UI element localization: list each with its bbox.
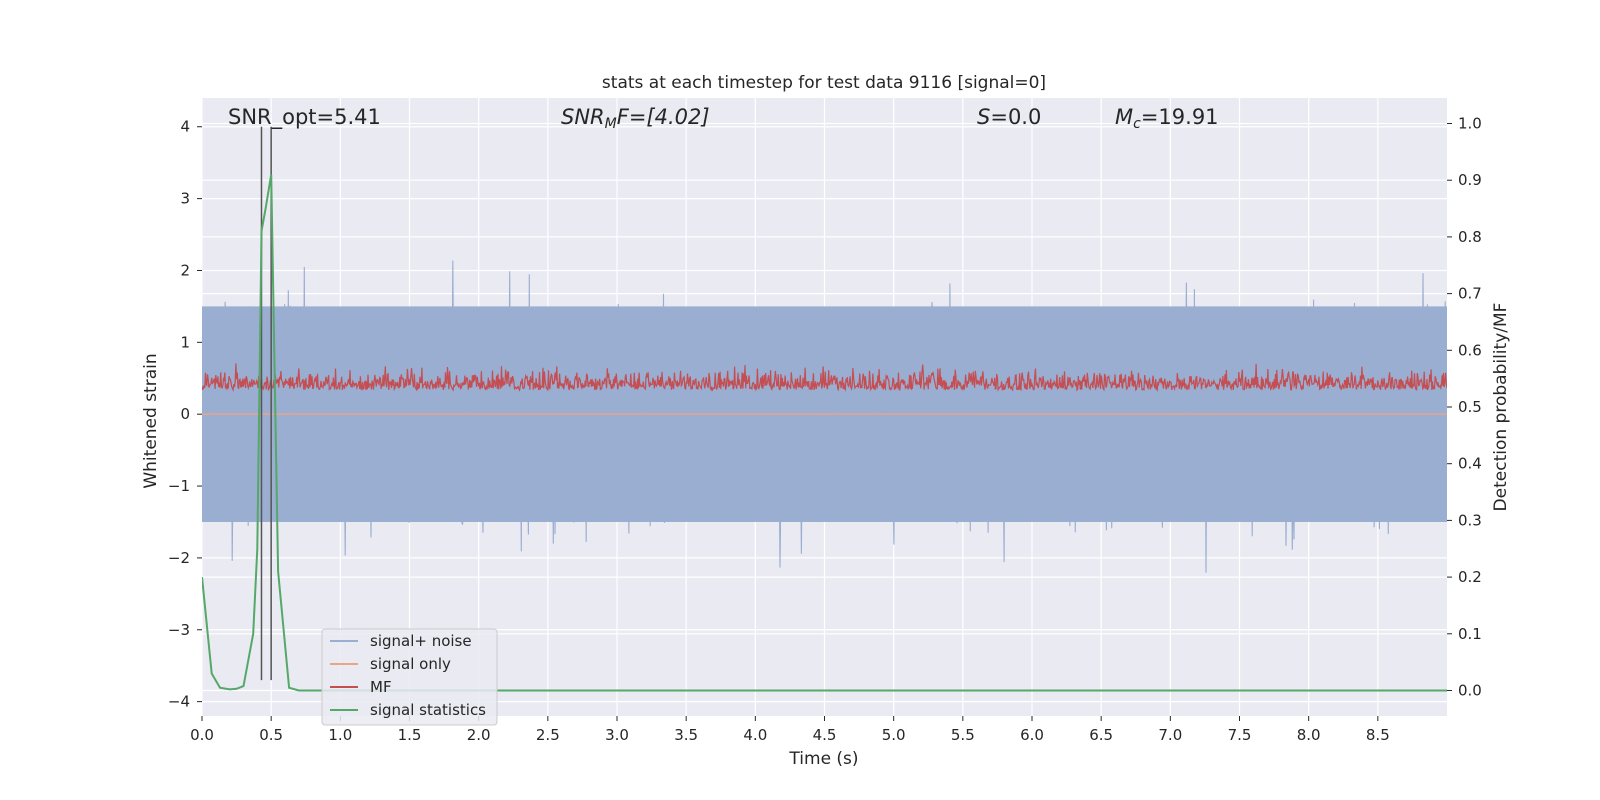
x-tick-label: 3.0 xyxy=(605,726,629,744)
y-right-tick-label: 0.5 xyxy=(1458,398,1482,416)
y-tick-label: 4 xyxy=(180,118,190,136)
annotation-s: S=0.0 xyxy=(977,105,1041,129)
y-right-tick-label: 0.1 xyxy=(1458,625,1482,643)
y-ticks-right: 1.0 0.9 0.8 0.7 0.6 0.5 0.4 0.3 0.2 0.1 0.0 xyxy=(1447,115,1482,699)
y-right-tick-label: 0.9 xyxy=(1458,171,1482,189)
legend-label-mf: MF xyxy=(370,678,392,696)
annotation-mc-symbol: M xyxy=(1115,105,1133,129)
x-tick-label: 4.0 xyxy=(743,726,767,744)
legend: signal+ noise signal only MF signal stat… xyxy=(321,628,498,726)
x-tick-label: 0.5 xyxy=(259,726,283,744)
y-right-tick-label: 0.4 xyxy=(1458,455,1482,473)
y-right-tick-label: 0.7 xyxy=(1458,285,1482,303)
signal-statistics-line xyxy=(202,174,1447,692)
y-tick-label: 3 xyxy=(180,190,190,208)
x-tick-label: 1.0 xyxy=(328,726,352,744)
y-tick-label: −4 xyxy=(168,693,190,711)
x-tick-label: 5.5 xyxy=(951,726,975,744)
annotation-s-rest: =0.0 xyxy=(990,105,1041,129)
y-ticks: 4 3 2 1 0 −1 −2 −3 −4 xyxy=(168,118,202,711)
y-tick-label: 0 xyxy=(180,405,190,423)
y-tick-label: −1 xyxy=(168,477,190,495)
y-axis-right-label: Detection probability/MF xyxy=(1491,303,1511,512)
legend-label-signal-noise: signal+ noise xyxy=(370,632,472,650)
y-tick-label: −3 xyxy=(168,621,190,639)
x-tick-label: 7.0 xyxy=(1158,726,1182,744)
y-right-tick-label: 0.2 xyxy=(1458,568,1482,586)
x-tick-label: 4.5 xyxy=(813,726,837,744)
x-tick-label: 7.5 xyxy=(1228,726,1252,744)
y-tick-label: 1 xyxy=(180,333,190,351)
annotation-mc: Mc=19.91 xyxy=(1115,105,1219,132)
x-tick-label: 6.0 xyxy=(1020,726,1044,744)
chart-title: stats at each timestep for test data 911… xyxy=(602,73,1046,93)
x-tick-label: 2.0 xyxy=(467,726,491,744)
x-tick-label: 8.0 xyxy=(1297,726,1321,744)
x-ticks: 0.0 0.5 1.0 1.5 2.0 2.5 3.0 3.5 4.0 4.5 5.0 5.5 6.0 6… xyxy=(190,716,1390,744)
annotation-s-symbol: S xyxy=(977,105,990,129)
annotation-snr-mf: SNRMF=[4.02] xyxy=(561,105,710,132)
x-tick-label: 6.5 xyxy=(1089,726,1113,744)
y-axis-label: Whitened strain xyxy=(141,353,161,488)
annotation-snr-mf-symbol: SNR xyxy=(561,105,605,129)
y-right-tick-label: 0.0 xyxy=(1458,681,1482,699)
x-tick-label: 5.0 xyxy=(882,726,906,744)
x-axis-label: Time (s) xyxy=(788,749,858,769)
y-right-tick-label: 0.8 xyxy=(1458,228,1482,246)
annotation-mc-sub: c xyxy=(1133,116,1141,132)
legend-label-signal-only: signal only xyxy=(370,655,451,673)
y-tick-label: 2 xyxy=(180,261,190,279)
annotation-snr-opt: SNR_opt=5.41 xyxy=(228,105,381,130)
y-right-tick-label: 0.3 xyxy=(1458,511,1482,529)
x-tick-label: 2.5 xyxy=(536,726,560,744)
x-tick-label: 3.5 xyxy=(674,726,698,744)
mf-trace xyxy=(202,363,1447,393)
annotation-snr-mf-rest: F=[4.02] xyxy=(617,105,710,129)
y-tick-label: −2 xyxy=(168,549,190,567)
series-signal-statistics xyxy=(202,174,1447,692)
noise-trace xyxy=(202,260,1447,573)
annotation-mc-rest: =19.91 xyxy=(1141,105,1219,129)
series-mf xyxy=(202,363,1447,393)
y-right-tick-label: 0.6 xyxy=(1458,341,1482,359)
legend-label-signal-statistics: signal statistics xyxy=(370,701,486,719)
x-tick-label: 1.5 xyxy=(398,726,422,744)
y-right-tick-label: 1.0 xyxy=(1458,115,1482,133)
annotation-snr-mf-sub: M xyxy=(605,116,617,132)
legend-box xyxy=(321,628,498,726)
x-tick-label: 0.0 xyxy=(190,726,214,744)
x-tick-label: 8.5 xyxy=(1366,726,1390,744)
